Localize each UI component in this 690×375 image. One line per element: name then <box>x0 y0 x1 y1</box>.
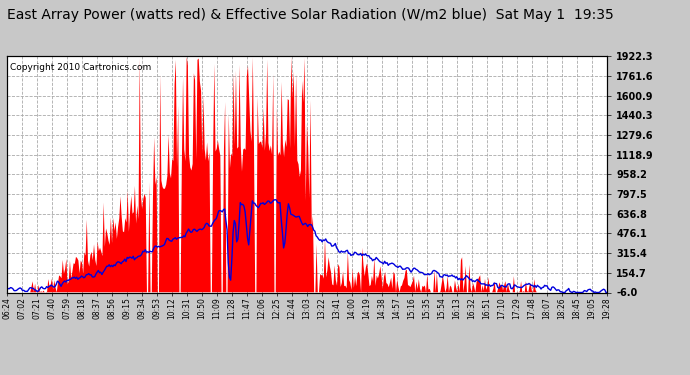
Text: East Array Power (watts red) & Effective Solar Radiation (W/m2 blue)  Sat May 1 : East Array Power (watts red) & Effective… <box>7 8 613 21</box>
Text: Copyright 2010 Cartronics.com: Copyright 2010 Cartronics.com <box>10 63 151 72</box>
